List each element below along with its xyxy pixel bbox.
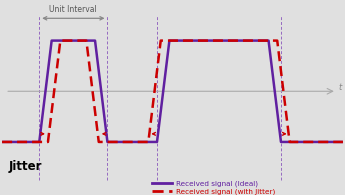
Text: t: t bbox=[338, 83, 342, 92]
Text: Unit Interval: Unit Interval bbox=[49, 5, 97, 14]
Text: Jitter: Jitter bbox=[8, 160, 42, 173]
Legend: Received signal (Ideal), Received signal (with Jitter): Received signal (Ideal), Received signal… bbox=[152, 181, 275, 195]
